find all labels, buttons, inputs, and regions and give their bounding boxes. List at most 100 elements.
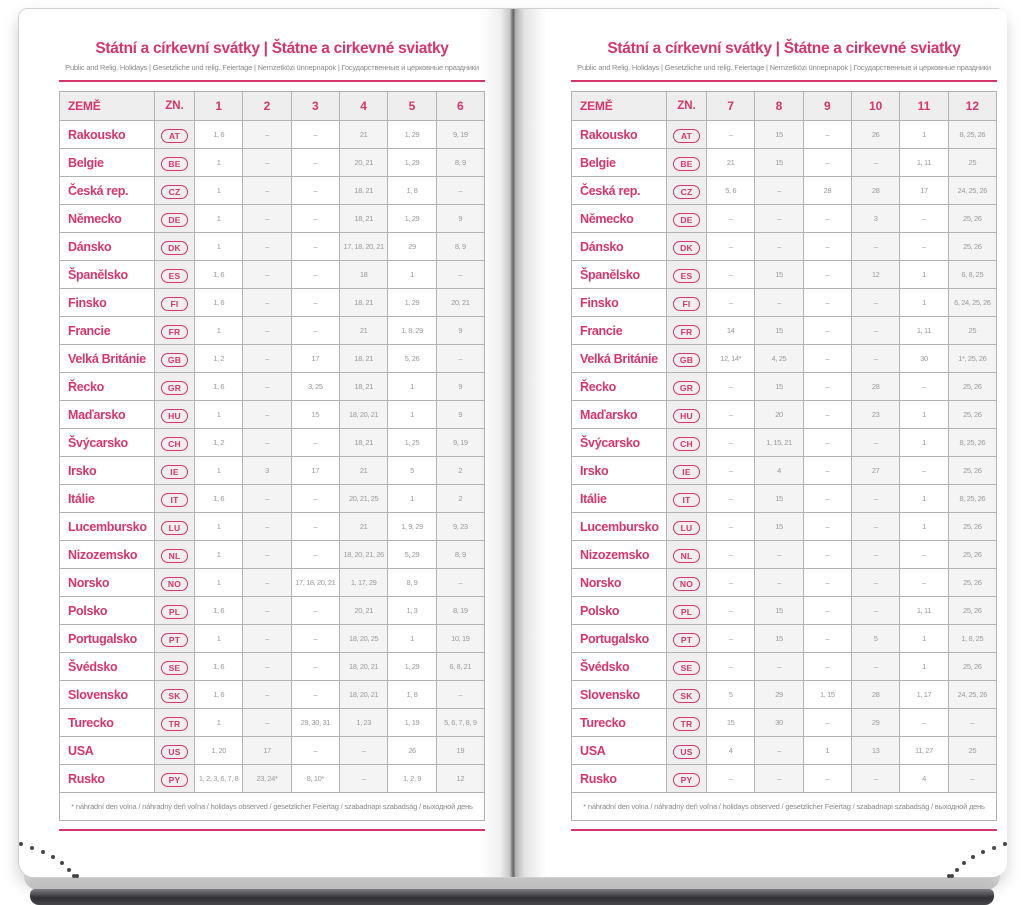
holiday-days-cell: 8, 9 xyxy=(387,568,437,597)
country-name: Nizozemsko xyxy=(571,540,667,569)
holiday-days-cell: – xyxy=(242,540,292,569)
holiday-days-cell: – xyxy=(705,512,756,541)
country-name: USA xyxy=(571,736,667,765)
holiday-days-cell: – xyxy=(947,764,998,793)
country-code-cell: PY xyxy=(666,764,707,793)
country-code-badge: PL xyxy=(673,604,700,619)
holiday-days-cell: – xyxy=(754,568,804,597)
country-row: Česká rep. CZ 5, 6–28 28 17 24, 25, 26 xyxy=(571,176,998,205)
perforation-dot xyxy=(75,874,79,878)
holiday-days-cell: – xyxy=(754,288,804,317)
country-row: Polsko PL 1, 6– –20, 21 1, 3 8, 19 xyxy=(59,596,486,625)
holiday-days-cell: – xyxy=(290,288,340,317)
perforation-dot xyxy=(962,861,966,865)
holiday-days-cell: 5, 6 xyxy=(705,176,756,205)
holiday-days-cell: – xyxy=(242,120,292,149)
country-code-badge: TR xyxy=(673,716,700,731)
country-code-cell: GB xyxy=(666,344,707,373)
holiday-days-cell: 20 xyxy=(754,400,804,429)
country-name: Irsko xyxy=(571,456,667,485)
country-code-badge: DK xyxy=(673,240,700,255)
country-row: Španělsko ES –15–12 1 6, 8, 25 xyxy=(571,260,998,289)
country-name: Turecko xyxy=(571,708,667,737)
footer-rule xyxy=(59,829,485,831)
table-header-row: ZEMĚ ZN. 7 8 9 10 11 12 xyxy=(571,91,998,121)
holiday-days-cell: 1 xyxy=(193,232,244,261)
country-code-badge: BE xyxy=(673,156,700,171)
holiday-days-cell: – xyxy=(435,344,486,373)
holiday-days-cell: 1, 11 xyxy=(899,596,949,625)
perforation-dot xyxy=(950,874,954,878)
country-row: Slovensko SK 5 29 1, 15 28 1, 17 24, 25, 26 xyxy=(571,680,998,709)
country-name: Portugalsko xyxy=(59,624,155,653)
holiday-days-cell: 1, 6 xyxy=(193,288,244,317)
holiday-days-cell: – xyxy=(705,120,756,149)
country-name: Slovensko xyxy=(59,680,155,709)
country-code-cell: DK xyxy=(666,232,707,261)
holiday-days-cell: 3, 25 xyxy=(290,372,340,401)
country-code-cell: BE xyxy=(154,148,195,177)
country-row: Řecko GR 1, 6–3, 25 18, 21 1 9 xyxy=(59,372,486,401)
holiday-days-cell: 18, 21 xyxy=(338,428,389,457)
holiday-days-cell: 1 xyxy=(193,456,244,485)
holiday-days-cell: 25, 26 xyxy=(947,652,998,681)
country-row: Turecko TR 1–29, 30, 31 1, 23 1, 19 5, 6, 7, … xyxy=(59,708,486,737)
holiday-days-cell: – xyxy=(290,652,340,681)
country-row: Slovensko SK 1, 6– –18, 20, 21 1, 8– xyxy=(59,680,486,709)
country-code-badge: ES xyxy=(161,268,188,283)
country-code-cell: NO xyxy=(154,568,195,597)
column-header-country: ZEMĚ xyxy=(59,91,155,121)
country-code-badge: TR xyxy=(161,716,188,731)
country-code-cell: PL xyxy=(154,596,195,625)
holiday-days-cell: 19 xyxy=(435,736,486,765)
holiday-days-cell: – xyxy=(242,568,292,597)
country-code-cell: ES xyxy=(666,260,707,289)
column-header-month-11: 11 xyxy=(899,91,949,121)
country-code-badge: SK xyxy=(673,688,700,703)
country-row: Finsko FI – – – –1 6, 24, 25, 26 xyxy=(571,288,998,317)
holiday-days-cell: 24, 25, 26 xyxy=(947,176,998,205)
column-header-country: ZEMĚ xyxy=(571,91,667,121)
country-name: Velká Británie xyxy=(571,344,667,373)
holiday-days-cell: 1, 11 xyxy=(899,316,949,345)
holiday-days-cell: 1, 8, 29 xyxy=(387,316,437,345)
country-code-badge: US xyxy=(673,744,700,759)
holiday-days-cell: – xyxy=(802,120,852,149)
holiday-days-cell: 18, 20, 21 xyxy=(338,680,389,709)
country-code-badge: SE xyxy=(673,660,700,675)
country-code-cell: LU xyxy=(666,512,707,541)
holiday-days-cell: 18 xyxy=(338,260,389,289)
country-name: Itálie xyxy=(571,484,667,513)
holiday-days-cell: – xyxy=(435,680,486,709)
holiday-days-cell: 18, 20, 21 xyxy=(338,400,389,429)
country-name: Švédsko xyxy=(59,652,155,681)
country-row: Německo DE – – –3–25, 26 xyxy=(571,204,998,233)
holiday-days-cell: 17 xyxy=(290,456,340,485)
holiday-days-cell: 18, 21 xyxy=(338,372,389,401)
holiday-days-cell: – xyxy=(899,204,949,233)
holiday-days-cell: 1, 20 xyxy=(193,736,244,765)
country-row: Německo DE 1– –18, 21 1, 29 9 xyxy=(59,204,486,233)
holiday-days-cell: 17 xyxy=(899,176,949,205)
holiday-days-cell: 1, 17 xyxy=(899,680,949,709)
holiday-days-cell: – xyxy=(850,316,901,345)
column-header-month-7: 7 xyxy=(705,91,756,121)
country-name: Rusko xyxy=(571,764,667,793)
page-subtitle: Public and Relig. Holidays | Gesetzliche… xyxy=(65,63,479,72)
holiday-days-cell: 3 xyxy=(850,204,901,233)
country-name: Rusko xyxy=(59,764,155,793)
holiday-days-cell: – xyxy=(290,204,340,233)
holiday-days-cell: 1, 6 xyxy=(193,484,244,513)
perforation-dot xyxy=(1003,842,1007,846)
holiday-days-cell: – xyxy=(850,484,901,513)
country-code-cell: LU xyxy=(154,512,195,541)
country-code-cell: PY xyxy=(154,764,195,793)
country-code-badge: PY xyxy=(161,772,188,787)
country-name: Portugalsko xyxy=(571,624,667,653)
country-name: Dánsko xyxy=(571,232,667,261)
holiday-days-cell: 5, 26 xyxy=(387,344,437,373)
country-name: Norsko xyxy=(571,568,667,597)
country-code-cell: NL xyxy=(154,540,195,569)
holiday-days-cell: – xyxy=(242,624,292,653)
country-code-cell: SK xyxy=(666,680,707,709)
